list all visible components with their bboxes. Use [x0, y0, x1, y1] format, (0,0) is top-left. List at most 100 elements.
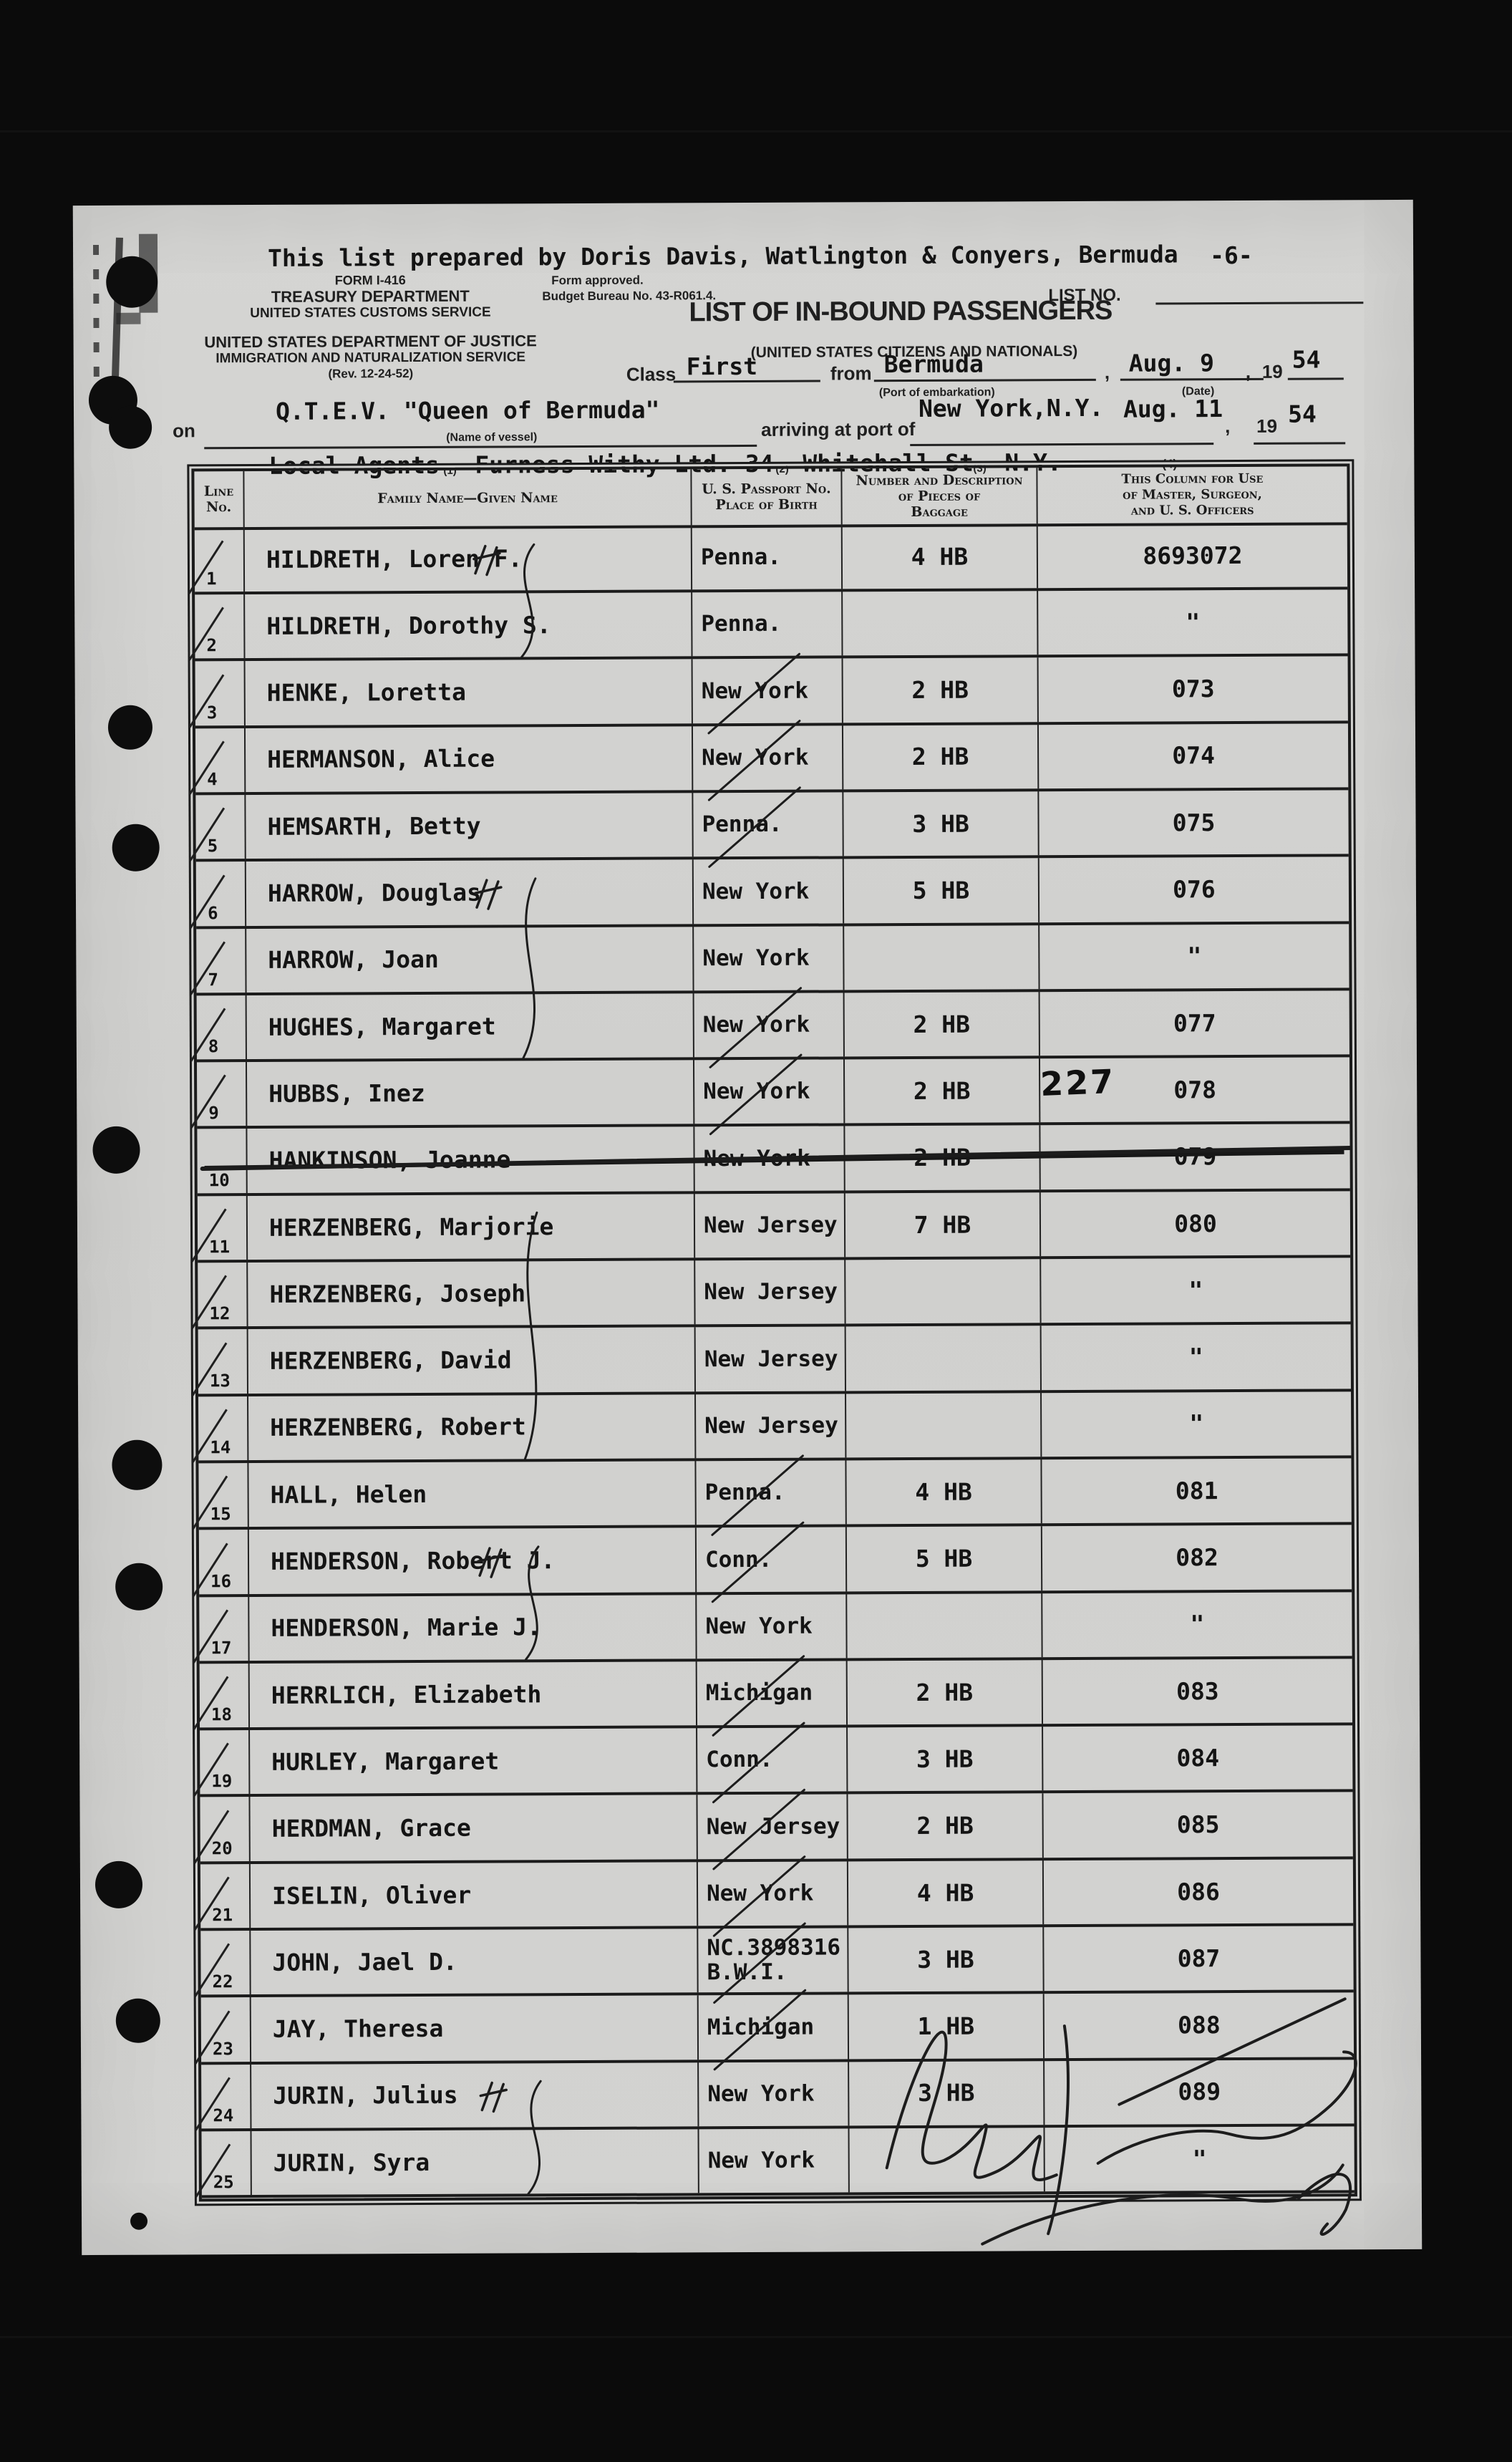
punch-hole: [106, 256, 158, 308]
cell-family-name-text: HERRLICH, Elizabeth: [271, 1679, 542, 1709]
cell-line-no: 17: [192, 1596, 248, 1664]
line-number: 3: [206, 702, 218, 723]
cell-baggage-text: 4 HB: [916, 1878, 974, 1907]
punch-hole: [92, 1126, 140, 1174]
cell-line-no: 18: [193, 1663, 248, 1731]
cell-passport-birth-text: Penna.: [701, 611, 782, 637]
cell-baggage: 2 HB: [846, 1792, 1042, 1859]
cell-line-no: 8: [190, 995, 246, 1063]
passenger-table: Line No. Family Name—Given Name U. S. Pa…: [188, 463, 1357, 2202]
cell-officers-text: 085: [1176, 1810, 1220, 1839]
cell-line-no: 10: [197, 1129, 246, 1193]
cell-officers-text: ": [1188, 1276, 1203, 1305]
line-number: 2: [206, 635, 217, 656]
table-row: 18 HERRLICH, Elizabeth Michigan 2 HB 083: [193, 1658, 1353, 1731]
embark-port-value: Bermuda: [883, 349, 984, 379]
cell-passport-birth-text: Penna.: [702, 811, 782, 838]
line-number: 12: [209, 1303, 231, 1324]
cell-passport-birth-text: New York: [703, 1145, 810, 1172]
cell-officers: 079: [1039, 1124, 1350, 1189]
table-row: 12 HERZENBERG, Joseph New Jersey ": [190, 1257, 1351, 1330]
arrival-port-blank: [910, 421, 1214, 446]
cell-passport-birth: New Jersey: [693, 1192, 845, 1258]
cell-family-name-text: HURLEY, Margaret: [271, 1747, 500, 1776]
cell-baggage-text: 2 HB: [913, 1010, 971, 1038]
table-row: 21 ISELIN, Oliver New York 4 HB 086: [193, 1858, 1354, 1931]
cell-passport-birth-text: New Jersey: [704, 1412, 838, 1439]
cell-family-name: HERMANSON, Alice: [243, 725, 692, 792]
cell-baggage-text: 4 HB: [915, 1477, 972, 1506]
cell-officers: 088: [1042, 1992, 1354, 2058]
cell-passport-birth: New York: [692, 1058, 844, 1124]
table-row: 8 HUGHES, Margaret New York 2 HB 077: [190, 990, 1349, 1063]
punch-hole: [115, 1998, 160, 2043]
cell-officers: 083: [1041, 1658, 1353, 1724]
cell-family-name-text: JAY, Theresa: [272, 2014, 444, 2043]
cell-officers: 075: [1037, 789, 1349, 856]
cell-baggage-text: 1 HB: [917, 2012, 975, 2041]
header-baggage: Number and Description of Pieces of Bagg…: [840, 468, 1037, 525]
cell-baggage: [844, 1258, 1040, 1324]
table-row: 2 HILDRETH, Dorothy S. Penna. ": [188, 589, 1348, 662]
cell-officers-text: ": [1188, 1343, 1203, 1371]
cell-passport-birth-text: New York: [703, 1078, 810, 1105]
cell-family-name: HANKINSON, Joanne: [246, 1126, 694, 1193]
cell-officers-text: 077: [1173, 1008, 1216, 1037]
cell-family-name-text: HERZENBERG, Robert: [270, 1412, 526, 1442]
cell-baggage: 4 HB: [845, 1459, 1041, 1525]
year-printed: 19: [1261, 360, 1283, 382]
cell-baggage-text: 2 HB: [916, 1678, 974, 1706]
cell-officers-text: 087: [1177, 1944, 1221, 1973]
on-label: on: [173, 420, 195, 442]
cell-family-name: HERZENBERG, Marjorie: [246, 1193, 694, 1260]
cell-passport-birth: Penna.: [692, 791, 843, 857]
line-number: 10: [208, 1169, 230, 1190]
cell-family-name-text: HEMSARTH, Betty: [267, 811, 481, 841]
cell-family-name: HILDRETH, Loren F.: [243, 525, 692, 592]
cell-baggage-text: 3 HB: [912, 809, 969, 838]
cell-officers-text: ": [1190, 1610, 1205, 1638]
form-revision: (Rev. 12-24-52): [328, 367, 414, 381]
cell-baggage-text: 2 HB: [911, 675, 969, 705]
cell-family-name: JOHN, Jael D.: [249, 1928, 697, 1995]
table-row: 9 HUBBS, Inez New York 2 HB 078: [190, 1056, 1350, 1129]
cell-passport-birth-text: New York: [702, 744, 809, 771]
cell-baggage: 5 HB: [842, 857, 1039, 923]
cell-baggage: 2 HB: [845, 1659, 1042, 1725]
cell-passport-birth: New York: [691, 658, 842, 723]
cell-passport-birth: New York: [697, 2061, 848, 2127]
line-number: 4: [207, 769, 218, 790]
table-row: 10 HANKINSON, Joanne New York 2 HB 079: [197, 1124, 1350, 1197]
line-number: 19: [211, 1771, 233, 1792]
form-approved-note: Form approved.: [551, 273, 644, 288]
table-row: 15 HALL, Helen Penna. 4 HB 081: [192, 1457, 1352, 1530]
cell-family-name: JAY, Theresa: [249, 1994, 698, 2062]
customs-service: UNITED STATES CUSTOMS SERVICE: [250, 304, 491, 322]
cell-officers: 076: [1037, 856, 1349, 922]
cell-officers-text: ": [1192, 2144, 1207, 2173]
cell-family-name: HUBBS, Inez: [245, 1059, 694, 1126]
cell-passport-birth-text: New York: [707, 2147, 815, 2174]
cell-family-name: HENDERSON, Robert J.: [247, 1527, 696, 1594]
cell-baggage-text: 5 HB: [912, 876, 970, 904]
cell-family-name-text: ISELIN, Oliver: [271, 1881, 472, 1910]
cell-officers: 077: [1038, 990, 1349, 1056]
arriving-at-port-label: arriving at port of: [761, 417, 916, 440]
punch-hole: [112, 824, 160, 872]
line-number: 7: [208, 970, 218, 990]
cell-officers-text: 076: [1173, 875, 1216, 904]
cell-passport-birth-text: NC.3898316 B.W.I.: [707, 1934, 841, 1986]
vessel-name: Q.T.E.V. "Queen of Bermuda": [275, 395, 660, 425]
cell-family-name: HARROW, Douglas: [244, 859, 693, 926]
cell-family-name-text: HANKINSON, Joanne: [268, 1145, 511, 1175]
cell-baggage: 3 HB: [846, 1726, 1042, 1792]
punch-hole: [108, 405, 152, 449]
cell-officers: 074: [1037, 723, 1349, 789]
cell-officers-text: 074: [1172, 741, 1216, 770]
from-label: from: [830, 362, 872, 385]
cell-officers: 085: [1042, 1792, 1353, 1858]
cell-officers: 089: [1043, 2059, 1354, 2125]
cell-family-name-text: HERDMAN, Grace: [271, 1813, 471, 1843]
header-passport-birth: U. S. Passport No. Place of Birth: [690, 468, 841, 526]
cell-line-no: 14: [191, 1396, 247, 1463]
